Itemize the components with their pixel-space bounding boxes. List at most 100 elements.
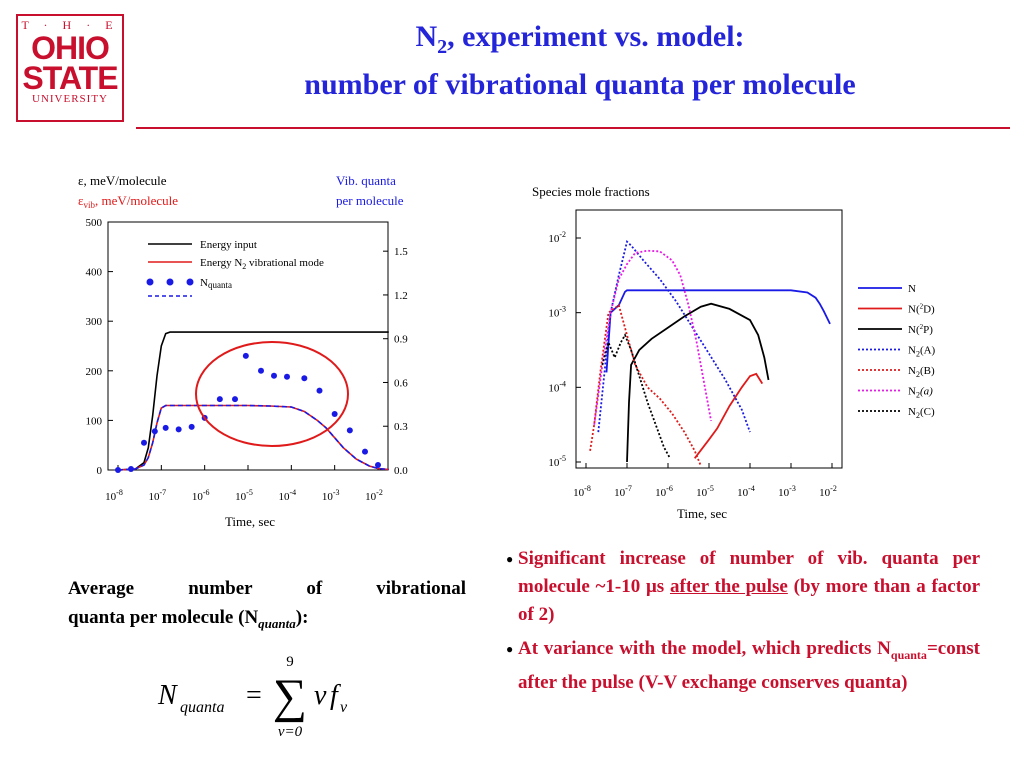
title-sub: 2 bbox=[437, 36, 448, 58]
series-line bbox=[693, 372, 764, 459]
formula-v: v bbox=[314, 680, 327, 711]
legend-label: N(2P) bbox=[908, 323, 933, 336]
species-mole-fraction-chart: Species mole fractions 10-2 10-3 10-4 10-5 1… bbox=[532, 184, 936, 521]
left-tick-label: 200 bbox=[86, 366, 103, 378]
legend-label: N bbox=[908, 283, 916, 295]
experiment-point bbox=[271, 372, 277, 379]
formula-sigma: ∑ bbox=[273, 670, 307, 723]
experiment-point bbox=[232, 396, 238, 403]
university-logo: T · H · E OHIO STATE UNIVERSITY bbox=[16, 14, 124, 122]
x-tick-label: 10-2 bbox=[819, 484, 837, 499]
legend-label: N(2D) bbox=[908, 303, 935, 316]
avg-line-1: Average number of vibrational bbox=[68, 578, 466, 599]
right-tick-label: 1.5 bbox=[394, 246, 408, 258]
right-tick-label: 0.0 bbox=[394, 465, 408, 477]
title-line-2: number of vibrational quanta per molecul… bbox=[304, 68, 856, 101]
x-tick-label: 10-6 bbox=[655, 484, 673, 499]
experiment-point bbox=[216, 396, 223, 403]
right-tick-label: 0.6 bbox=[394, 377, 408, 389]
series-line bbox=[597, 239, 751, 433]
x-tick-label: 10-5 bbox=[696, 484, 714, 499]
x-tick-label: 10-4 bbox=[278, 488, 296, 503]
experiment-point bbox=[188, 423, 195, 430]
x-tick-label: 10-7 bbox=[148, 488, 166, 503]
y-tick-label: 10-3 bbox=[548, 305, 566, 320]
legend-dot-1 bbox=[146, 278, 154, 286]
y-tick-label: 10-2 bbox=[548, 230, 566, 245]
x-axis-label: Time, sec bbox=[225, 514, 275, 529]
right-ylabel-2: per molecule bbox=[336, 193, 404, 208]
series-line bbox=[589, 303, 702, 467]
series-line bbox=[117, 404, 389, 471]
formula-upper: 9 bbox=[286, 654, 294, 670]
logo-university: UNIVERSITY bbox=[32, 93, 108, 105]
right-tick-label: 0.3 bbox=[394, 421, 408, 433]
experiment-point bbox=[141, 439, 147, 446]
experiment-point bbox=[375, 462, 381, 469]
left-tick-label: 0 bbox=[97, 465, 103, 477]
plot-frame bbox=[575, 209, 843, 469]
highlight-ellipse bbox=[195, 341, 349, 447]
experiment-point bbox=[128, 466, 134, 473]
logo-state: STATE bbox=[22, 60, 118, 96]
experiment-point bbox=[316, 387, 323, 394]
experiment-point bbox=[362, 448, 368, 455]
bullet-2: ● At variance with the model, which pred… bbox=[506, 635, 980, 697]
x-tick-label: 10-3 bbox=[322, 488, 340, 503]
x-tick-label: 10-4 bbox=[737, 484, 755, 499]
legend-nquanta: Nquanta bbox=[200, 277, 232, 290]
conclusion-bullets: ● Significant increase of number of vib.… bbox=[506, 545, 980, 703]
left-tick-label: 400 bbox=[86, 267, 103, 279]
right-tick-label: 1.2 bbox=[394, 290, 408, 302]
left-tick-label: 300 bbox=[86, 316, 103, 328]
experiment-point bbox=[301, 375, 308, 382]
series-line bbox=[117, 331, 389, 471]
legend-label: N2(B) bbox=[908, 365, 935, 379]
x-tick-label: 10-6 bbox=[192, 488, 210, 503]
logo-the: T · H · E bbox=[21, 18, 119, 32]
experiment-point bbox=[151, 428, 158, 435]
average-quanta-caption: Average number of vibrational quanta per… bbox=[68, 574, 466, 638]
x-axis-label: Time, sec bbox=[677, 506, 727, 521]
experiment-point bbox=[331, 410, 338, 417]
formula-fsub: v bbox=[340, 699, 348, 716]
series-line bbox=[626, 302, 770, 463]
y-tick-label: 10-5 bbox=[548, 454, 566, 469]
logo-ohio: OHIO bbox=[31, 30, 110, 66]
formula-sub: quanta bbox=[180, 699, 224, 716]
formula-eq: = bbox=[246, 680, 262, 711]
x-tick-label: 10-7 bbox=[614, 484, 632, 499]
formula-n: N bbox=[157, 680, 178, 711]
title-line-1: N2, experiment vs. model: bbox=[415, 20, 745, 58]
experiment-point bbox=[346, 427, 353, 434]
x-tick-label: 10-5 bbox=[235, 488, 253, 503]
legend-dot-2 bbox=[166, 278, 174, 286]
legend-energy-vib: Energy N2 vibrational mode bbox=[200, 257, 324, 271]
legend-label: N2(a) bbox=[908, 386, 933, 400]
x-tick-label: 10-2 bbox=[365, 488, 383, 503]
chart-title: Species mole fractions bbox=[532, 184, 650, 199]
left-tick-label: 500 bbox=[86, 217, 103, 229]
left-tick-label: 100 bbox=[86, 415, 103, 427]
slide-title: N2, experiment vs. model: number of vibr… bbox=[140, 18, 1020, 104]
bullet-dot: ● bbox=[506, 642, 514, 656]
x-tick-label: 10-8 bbox=[105, 488, 123, 503]
series-line bbox=[593, 249, 712, 425]
series-line bbox=[605, 289, 831, 373]
right-tick-label: 0.9 bbox=[394, 334, 408, 346]
legend-dot-3 bbox=[186, 278, 194, 286]
energy-quanta-chart: ε, meV/molecule εvib, meV/molecule Vib. … bbox=[78, 173, 408, 529]
experiment-point bbox=[175, 426, 182, 433]
nquanta-formula: N quanta = 9 ∑ v=0 v f v bbox=[157, 654, 348, 740]
experiment-point bbox=[284, 373, 290, 380]
formula-f: f bbox=[330, 680, 341, 711]
series-line bbox=[117, 404, 389, 471]
avg-line-2: quanta per molecule (Nquanta): bbox=[68, 607, 309, 631]
title-divider bbox=[136, 127, 1010, 129]
experiment-point bbox=[162, 424, 169, 431]
underlined-phrase: after the pulse bbox=[670, 576, 788, 597]
left-ylabel-1: ε, meV/molecule bbox=[78, 173, 167, 188]
bullet-dot: ● bbox=[506, 552, 514, 566]
x-tick-label: 10-8 bbox=[573, 484, 591, 499]
right-ylabel-1: Vib. quanta bbox=[336, 173, 396, 188]
